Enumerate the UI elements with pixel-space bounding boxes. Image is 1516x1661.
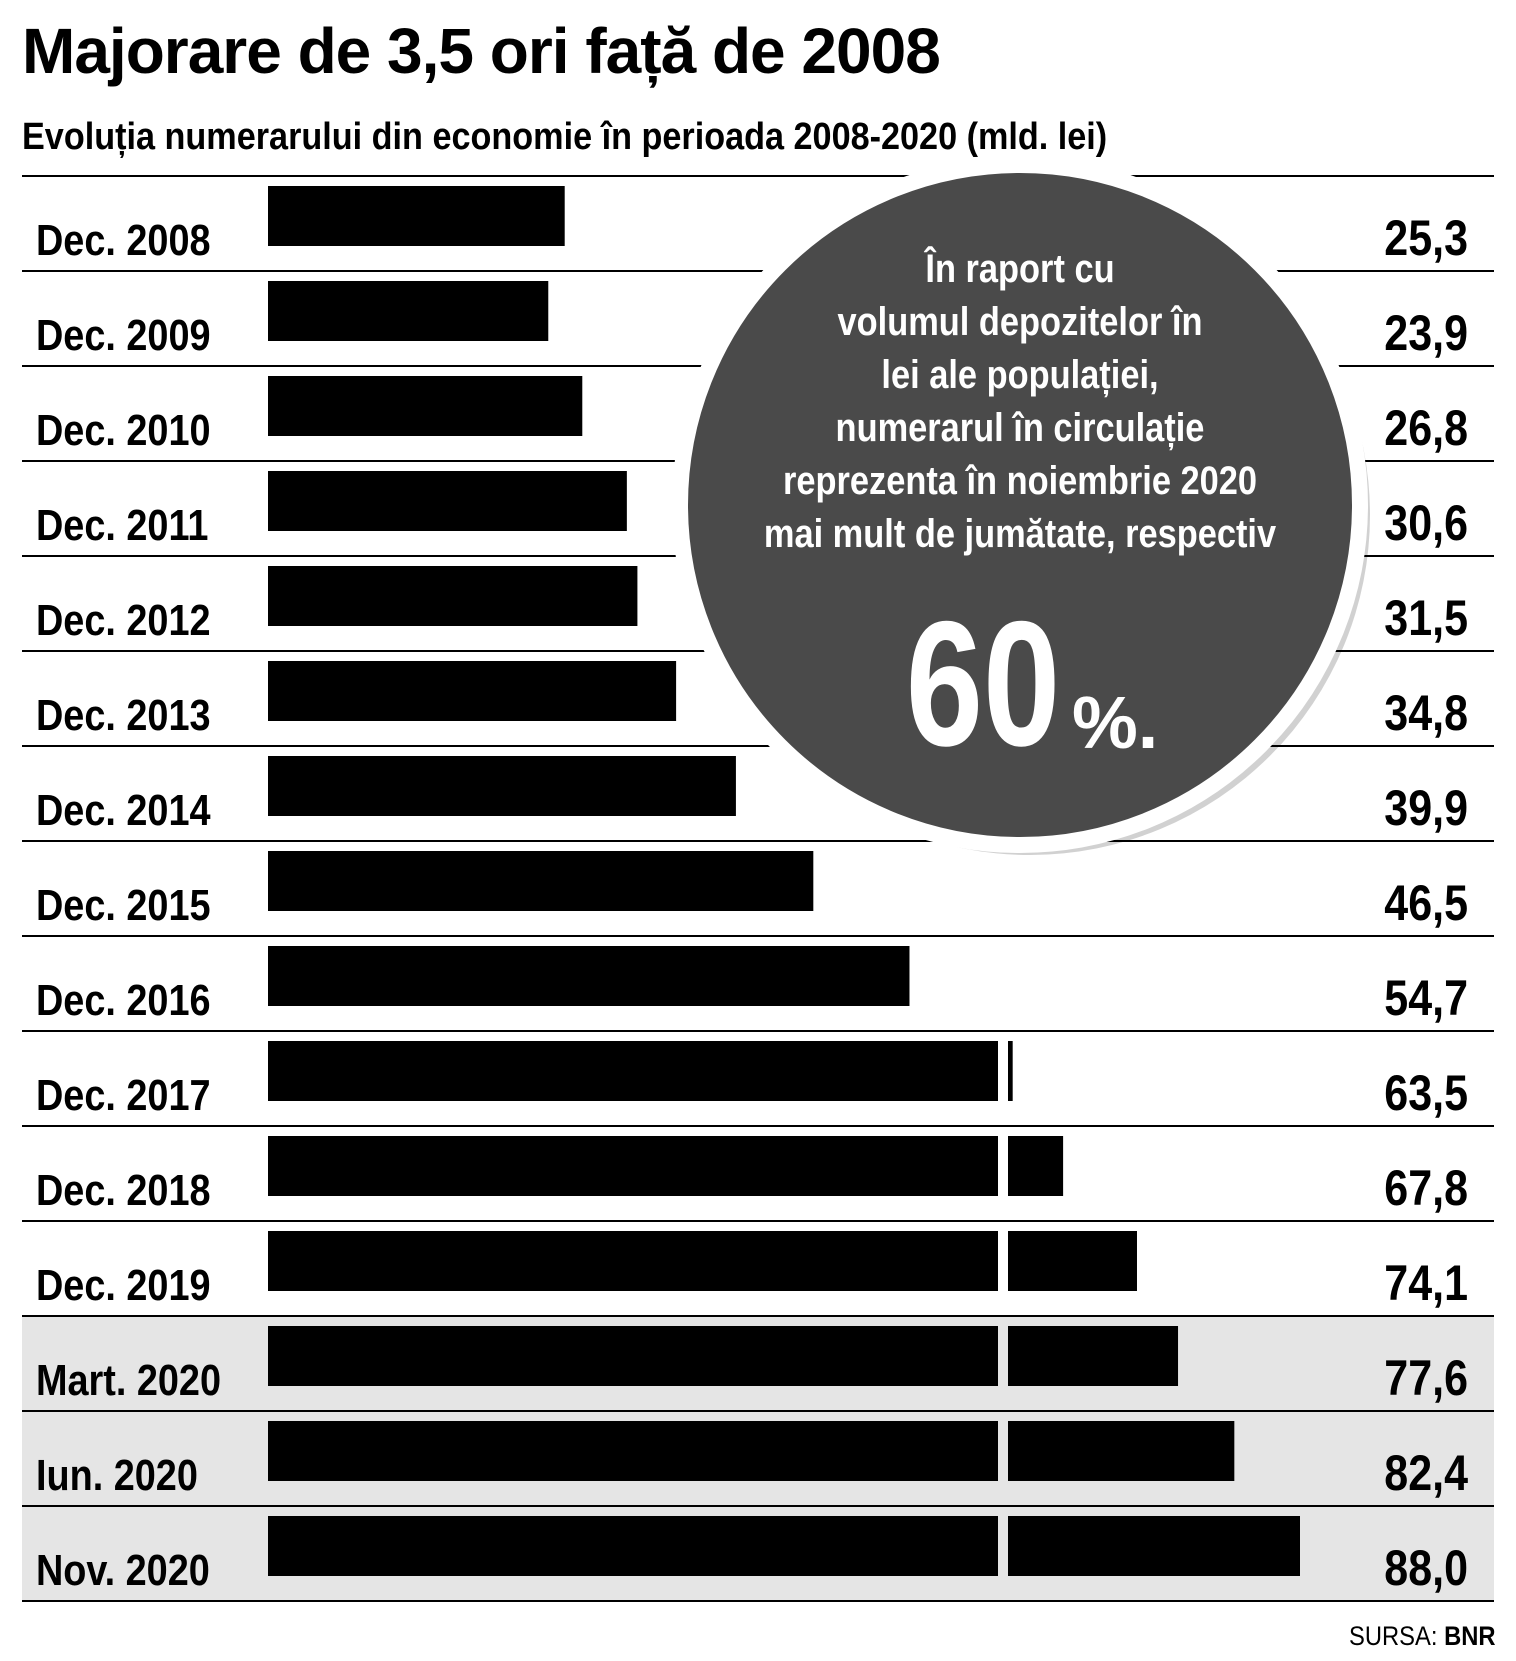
bar xyxy=(268,1041,998,1101)
bar-continuation xyxy=(1008,1421,1235,1481)
source-note: SURSA: BNR xyxy=(1349,1621,1496,1652)
category-labels: Dec. 2008 Dec. 2009 Dec. 2010 Dec. 2011 Dec.… xyxy=(36,215,221,1594)
bar-continuation xyxy=(1008,1326,1179,1386)
value-label: 67,8 xyxy=(1384,1160,1468,1216)
category-label: Dec. 2016 xyxy=(36,975,211,1024)
bar xyxy=(268,756,736,816)
bar xyxy=(268,566,638,626)
category-label: Dec. 2017 xyxy=(36,1070,211,1119)
chart-title: Majorare de 3,5 ori față de 2008 xyxy=(22,15,941,87)
bar xyxy=(268,186,565,246)
category-label: Mart. 2020 xyxy=(36,1355,221,1404)
bar xyxy=(268,376,583,436)
bars xyxy=(268,186,1300,1576)
callout-line: volumul depozitelor în xyxy=(838,299,1203,344)
chart-subtitle: Evoluția numerarului din economie în per… xyxy=(22,116,1108,158)
bar xyxy=(268,851,814,911)
bar-continuation xyxy=(1008,1516,1300,1576)
bar xyxy=(268,1421,998,1481)
bar xyxy=(268,1516,998,1576)
value-label: 88,0 xyxy=(1384,1540,1468,1596)
category-label: Nov. 2020 xyxy=(36,1545,210,1594)
category-label: Dec. 2010 xyxy=(36,405,211,454)
callout-line: mai mult de jumătate, respectiv xyxy=(764,511,1276,556)
value-label: 23,9 xyxy=(1384,305,1468,361)
value-label: 39,9 xyxy=(1384,780,1468,836)
callout-line: numerarul în circulație xyxy=(836,405,1205,451)
category-label: Dec. 2009 xyxy=(36,310,211,359)
category-label: Dec. 2011 xyxy=(36,500,208,549)
category-label: Dec. 2008 xyxy=(36,215,211,264)
value-label: 63,5 xyxy=(1384,1065,1468,1121)
source-name: BNR xyxy=(1444,1621,1496,1651)
value-label: 74,1 xyxy=(1384,1255,1468,1311)
bar xyxy=(268,1326,998,1386)
bar xyxy=(268,661,677,721)
callout-text: În raport cu volumul depozitelor în lei al… xyxy=(764,246,1276,556)
value-label: 26,8 xyxy=(1384,400,1468,456)
source-label: SURSA: xyxy=(1349,1621,1438,1651)
category-label: Dec. 2014 xyxy=(36,785,211,834)
bar-continuation xyxy=(1008,1136,1064,1196)
bar-continuation xyxy=(1008,1231,1137,1291)
bar xyxy=(268,471,627,531)
value-label: 82,4 xyxy=(1384,1445,1468,1501)
bar xyxy=(268,1136,998,1196)
value-label: 54,7 xyxy=(1384,970,1468,1026)
value-label: 25,3 xyxy=(1384,210,1468,266)
category-label: Dec. 2019 xyxy=(36,1260,211,1309)
bar-continuation xyxy=(1008,1041,1013,1101)
callout-circle xyxy=(672,157,1368,853)
category-label: Dec. 2012 xyxy=(36,595,211,644)
callout-line: În raport cu xyxy=(924,246,1115,291)
value-label: 30,6 xyxy=(1384,495,1468,551)
value-label: 31,5 xyxy=(1384,590,1468,646)
bar xyxy=(268,946,910,1006)
category-label: Dec. 2018 xyxy=(36,1165,211,1214)
value-label: 34,8 xyxy=(1384,685,1468,741)
callout-big-number: 60 xyxy=(906,584,1060,782)
category-label: Dec. 2015 xyxy=(36,880,211,929)
value-labels: 25,3 23,9 26,8 30,6 31,5 34,8 39,9 46,5 54,7 63,5… xyxy=(1384,210,1468,1596)
category-label: Dec. 2013 xyxy=(36,690,211,739)
callout-bubble: În raport cu volumul depozitelor în lei al… xyxy=(672,157,1370,855)
callout-line: lei ale populației, xyxy=(881,352,1158,398)
value-label: 77,6 xyxy=(1384,1350,1468,1406)
bar xyxy=(268,1231,998,1291)
value-label: 46,5 xyxy=(1384,875,1468,931)
bar xyxy=(268,281,549,341)
category-label: Iun. 2020 xyxy=(36,1450,198,1499)
callout-line: reprezenta în noiembrie 2020 xyxy=(783,458,1257,503)
callout-unit: %. xyxy=(1072,681,1158,764)
